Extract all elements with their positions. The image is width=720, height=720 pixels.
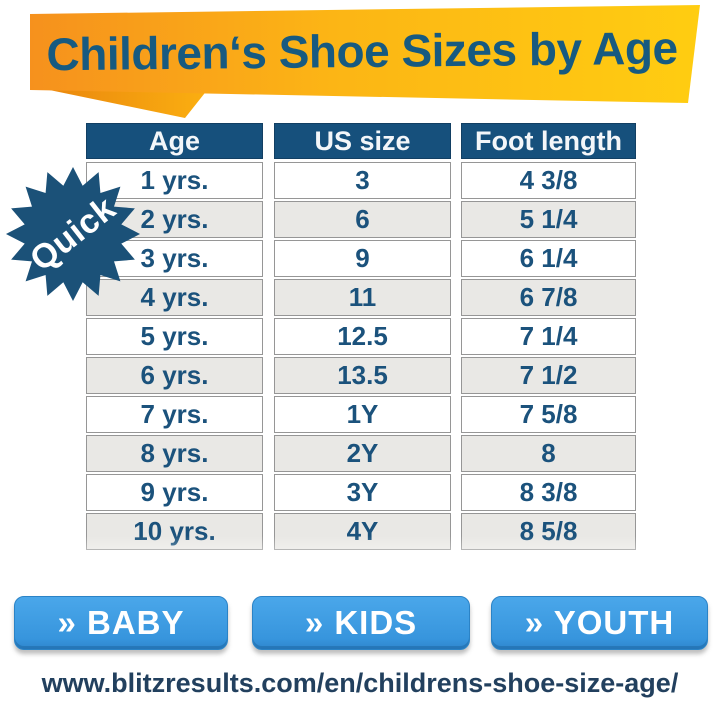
table-cell: 3Y [274, 474, 451, 511]
table-cell: 7 5/8 [461, 396, 636, 433]
table-column-us-size: US size 3 6 9 11 12.5 13.5 1Y 2Y 3Y 4Y [274, 123, 451, 552]
page-title: Children‘s Shoe Sizes by Age [46, 21, 678, 81]
table-cell: 2Y [274, 435, 451, 472]
table-cell: 11 [274, 279, 451, 316]
banner-body [30, 5, 700, 103]
table-cell: 5 1/4 [461, 201, 636, 238]
footer-url[interactable]: www.blitzresults.com/en/childrens-shoe-s… [41, 668, 679, 698]
table-cell: 8 yrs. [86, 435, 263, 472]
table-cell: 5 yrs. [86, 318, 263, 355]
table-cell: 12.5 [274, 318, 451, 355]
table-cell: 7 1/4 [461, 318, 636, 355]
table-cell: 6 [274, 201, 451, 238]
shoe-size-table: Age 1 yrs. 2 yrs. 3 yrs. 4 yrs. 5 yrs. 6… [86, 123, 637, 552]
banner-ribbon-icon [30, 5, 700, 118]
table-cell: 1Y [274, 396, 451, 433]
table-cell: 8 3/8 [461, 474, 636, 511]
table-cell: 6 yrs. [86, 357, 263, 394]
table-cell: 4 yrs. [86, 279, 263, 316]
quick-badge: Quick [4, 165, 142, 303]
table-cell: 7 1/2 [461, 357, 636, 394]
kids-button[interactable]: » KIDS [252, 596, 470, 650]
table-cell: 6 7/8 [461, 279, 636, 316]
column-header-foot-length: Foot length [461, 123, 636, 159]
table-cell: 10 yrs. [86, 513, 263, 550]
table-cell: 4Y [274, 513, 451, 550]
table-cell: 4 3/8 [461, 162, 636, 199]
banner-fold [30, 86, 208, 118]
table-cell: 6 1/4 [461, 240, 636, 277]
baby-button[interactable]: » BABY [14, 596, 228, 650]
table-cell: 13.5 [274, 357, 451, 394]
table-cell: 8 5/8 [461, 513, 636, 550]
table-cell: 9 yrs. [86, 474, 263, 511]
table-cell: 7 yrs. [86, 396, 263, 433]
table-cell: 3 [274, 162, 451, 199]
youth-button[interactable]: » YOUTH [491, 596, 708, 650]
table-cell: 9 [274, 240, 451, 277]
table-cell: 8 [461, 435, 636, 472]
table-column-foot-length: Foot length 4 3/8 5 1/4 6 1/4 6 7/8 7 1/… [461, 123, 636, 552]
starburst-icon [5, 166, 141, 302]
column-header-age: Age [86, 123, 263, 159]
column-header-us-size: US size [274, 123, 451, 159]
